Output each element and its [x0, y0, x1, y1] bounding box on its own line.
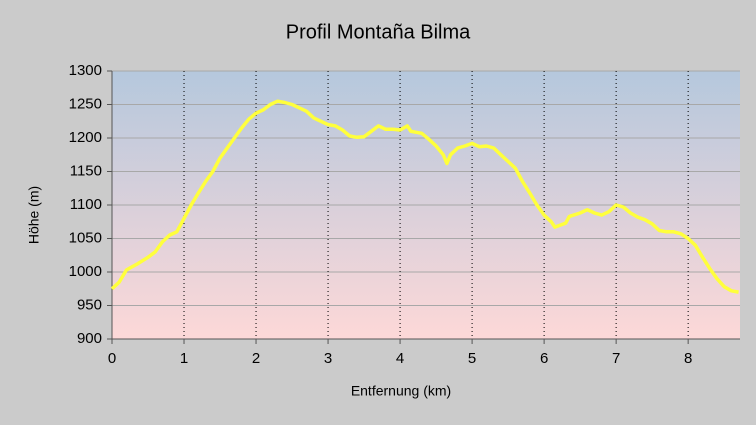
x-tick-label: 2 [252, 350, 260, 367]
x-tick-label: 0 [108, 350, 116, 367]
x-tick-label: 3 [324, 350, 332, 367]
y-tick-label: 1200 [69, 129, 102, 146]
x-tick-label: 1 [180, 350, 188, 367]
y-tick-label: 1050 [69, 229, 102, 246]
x-axis-label: Entfernung (km) [351, 383, 451, 399]
x-tick-label: 6 [540, 350, 548, 367]
y-tick-label: 1150 [70, 162, 102, 179]
y-tick-label: 1100 [70, 196, 102, 213]
x-tick-label: 4 [396, 350, 404, 367]
x-tick-label: 7 [612, 350, 620, 367]
elevation-line [110, 99, 739, 294]
y-tick-label: 1000 [69, 263, 102, 280]
y-tick-label: 950 [77, 296, 102, 313]
y-axis-label: Höhe (m) [26, 186, 42, 244]
y-tick-label: 1300 [69, 62, 102, 79]
y-tick-label: 1250 [69, 95, 102, 112]
chart-title: Profil Montaña Bilma [286, 21, 471, 43]
y-tick-label: 900 [77, 330, 102, 347]
x-tick-label: 8 [684, 350, 692, 367]
x-tick-label: 5 [468, 350, 476, 367]
